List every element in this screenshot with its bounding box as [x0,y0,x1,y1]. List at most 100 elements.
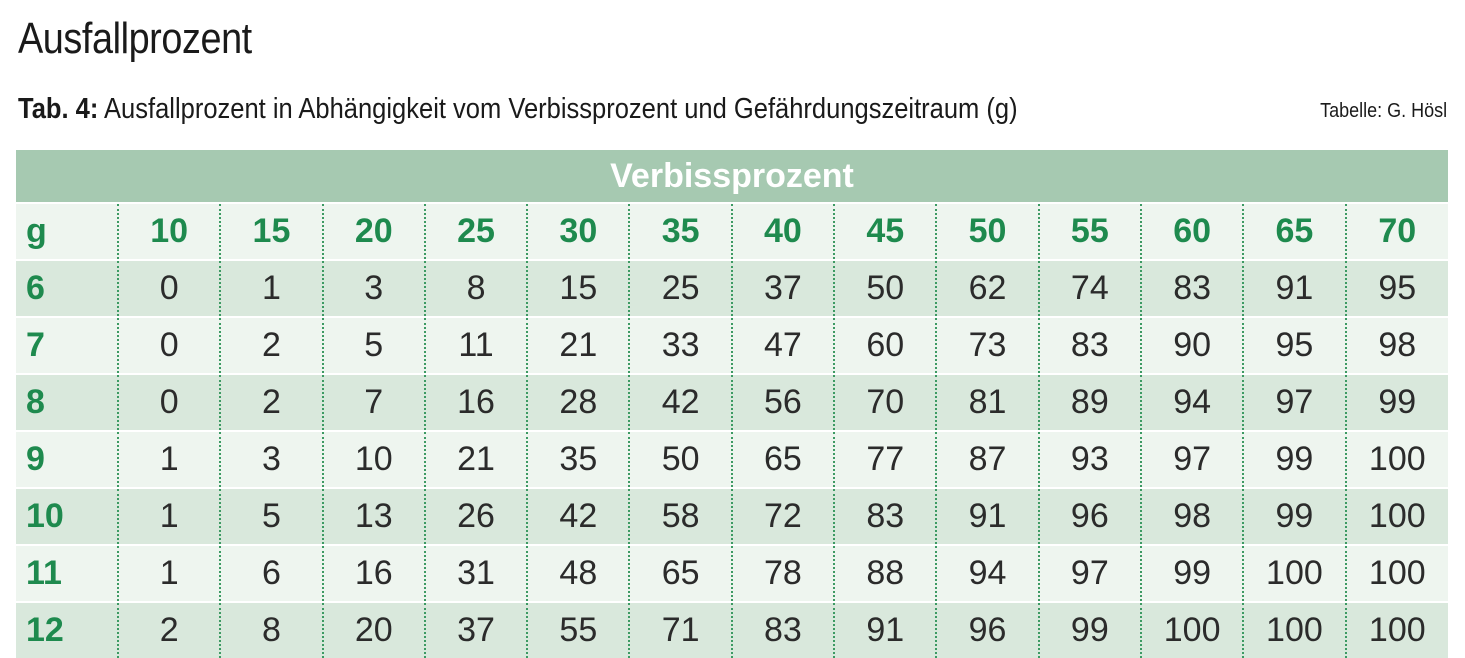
table-cell: 2 [219,374,323,431]
column-header: 20 [321,203,425,260]
row-header: 9 [26,440,45,478]
caption-text: Ausfallprozent in Abhängigkeit vom Verbi… [98,93,1018,125]
table-cell: 3 [321,260,425,317]
table-cell: 93 [1037,431,1141,488]
column-header: 30 [526,203,630,260]
table-caption: Tab. 4: Ausfallprozent in Abhängigkeit v… [18,93,1018,126]
table-cell: 8 [423,260,528,317]
column-header: 40 [730,203,835,260]
table-cell: 42 [628,374,732,431]
table-cell: 99 [1242,488,1346,545]
table-cell: 28 [526,374,630,431]
table-cell: 56 [730,374,835,431]
table-body: 6 0 1 3 8 15 25 37 50 62 74 83 91 95 7 0 2 5 11 21 33 47 60 73 8… [16,260,1448,658]
table-cell: 99 [1139,545,1244,602]
table-cell: 100 [1344,488,1448,545]
table-cell: 100 [1242,602,1346,658]
table-cell: 33 [628,317,732,374]
table-credit: Tabelle: G. Hösl [1319,100,1447,122]
table-cell: 60 [833,317,937,374]
table-cell: 72 [730,488,835,545]
table-cell: 95 [1242,317,1346,374]
table-cell: 97 [1037,545,1141,602]
column-header: 15 [219,203,323,260]
table-cell: 1 [116,545,221,602]
column-header: 25 [423,203,528,260]
row-header: 6 [26,269,45,307]
table-cell: 2 [219,317,323,374]
table-cell: 99 [1242,431,1346,488]
table-cell: 90 [1139,317,1244,374]
table-cell: 83 [833,488,937,545]
table-cell: 94 [1139,374,1244,431]
column-header: 55 [1037,203,1141,260]
table-cell: 99 [1344,374,1448,431]
row-header: 12 [26,611,64,649]
table-row: 10 1 5 13 26 42 58 72 83 91 96 98 99 100 [16,488,1448,545]
table-cell: 48 [526,545,630,602]
table-row: 12 2 8 20 37 55 71 83 91 96 99 100 100 100 [16,602,1448,658]
table-cell: 73 [935,317,1039,374]
table-cell: 62 [935,260,1039,317]
table-cell: 10 [321,431,425,488]
table-cell: 21 [526,317,630,374]
table-cell: 65 [730,431,835,488]
table-cell: 89 [1037,374,1141,431]
table-cell: 78 [730,545,835,602]
table-cell: 55 [526,602,630,658]
table-cell: 98 [1139,488,1244,545]
table-cell: 100 [1344,431,1448,488]
table-row: 6 0 1 3 8 15 25 37 50 62 74 83 91 95 [16,260,1448,317]
row-header: 11 [26,554,62,592]
table-cell: 70 [833,374,937,431]
table-cell: 83 [730,602,835,658]
table-cell: 0 [116,374,221,431]
table-cell: 31 [423,545,528,602]
table-cell: 21 [423,431,528,488]
row-header: 7 [26,326,45,364]
table-cell: 91 [1242,260,1346,317]
table-cell: 13 [321,488,425,545]
column-header-row: g 10 15 20 25 30 35 40 45 50 55 60 65 70 [16,203,1448,260]
table-cell: 91 [935,488,1039,545]
table-cell: 6 [219,545,323,602]
table-cell: 91 [833,602,937,658]
table-cell: 16 [423,374,528,431]
row-header: 10 [26,497,64,535]
page-title: Ausfallprozent [18,14,252,63]
table-cell: 99 [1037,602,1141,658]
table-cell: 96 [935,602,1039,658]
table-cell: 100 [1344,602,1448,658]
column-header: 35 [628,203,732,260]
table-cell: 47 [730,317,835,374]
column-header: 70 [1344,203,1448,260]
table-cell: 20 [321,602,425,658]
row-header: 8 [26,383,45,421]
table-cell: 83 [1037,317,1141,374]
table-cell: 65 [628,545,732,602]
table-cell: 83 [1139,260,1244,317]
table-cell: 2 [116,602,221,658]
table-cell: 98 [1344,317,1448,374]
table-cell: 0 [116,260,221,317]
table-cell: 95 [1344,260,1448,317]
table-cell: 35 [526,431,630,488]
data-table: Verbissprozent g 10 15 20 25 30 35 40 45 50 55 60 6… [16,150,1448,658]
table-cell: 16 [321,545,425,602]
table-row: 9 1 3 10 21 35 50 65 77 87 93 97 99 100 [16,431,1448,488]
column-header: 10 [116,203,221,260]
table-cell: 25 [628,260,732,317]
table-cell: 97 [1139,431,1244,488]
table-cell: 37 [730,260,835,317]
table-row: 11 1 6 16 31 48 65 78 88 94 97 99 100 100 [16,545,1448,602]
table-cell: 77 [833,431,937,488]
table-cell: 94 [935,545,1039,602]
table-cell: 26 [423,488,528,545]
column-header: 65 [1242,203,1346,260]
table-cell: 71 [628,602,732,658]
table-cell: 37 [423,602,528,658]
table-cell: 42 [526,488,630,545]
table-cell: 0 [116,317,221,374]
caption-label: Tab. 4: [18,93,99,125]
table-cell: 8 [219,602,323,658]
